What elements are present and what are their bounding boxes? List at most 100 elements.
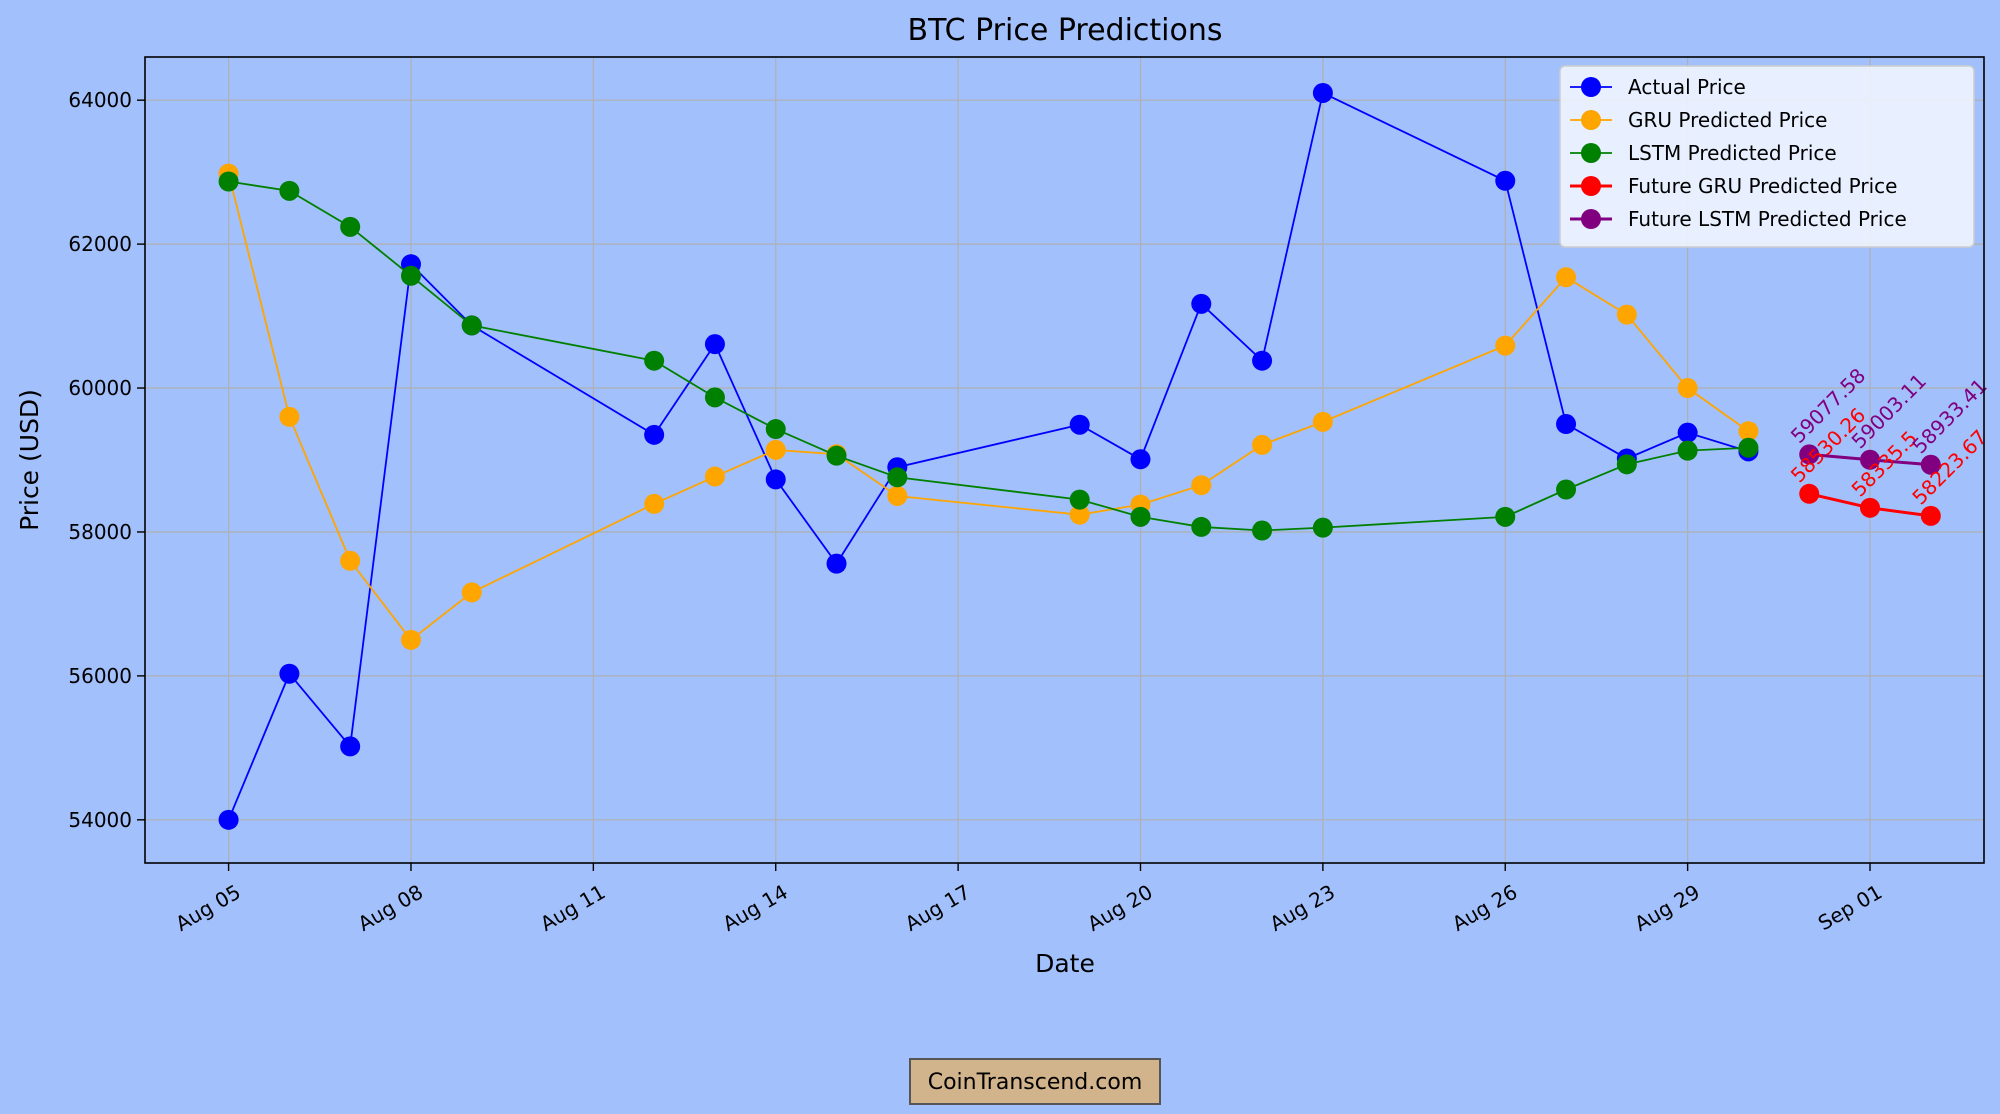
x-tick-label: Aug 26 bbox=[1448, 880, 1521, 936]
data-point bbox=[1191, 516, 1212, 537]
legend-entry: Future LSTM Predicted Price bbox=[1570, 207, 1907, 231]
watermark-text: CoinTranscend.com bbox=[928, 1070, 1143, 1095]
data-point bbox=[1069, 414, 1090, 435]
data-point bbox=[826, 445, 847, 466]
series-actual-price bbox=[218, 82, 1759, 830]
series-gru-predicted-price bbox=[218, 163, 1759, 650]
x-tick-label: Aug 17 bbox=[901, 880, 974, 936]
data-point bbox=[644, 350, 665, 371]
series-future-gru-predicted-price bbox=[1799, 483, 1941, 526]
legend-entry: LSTM Predicted Price bbox=[1570, 141, 1837, 165]
series-line bbox=[227, 91, 1749, 821]
data-point bbox=[1920, 454, 1941, 475]
data-point bbox=[1069, 489, 1090, 510]
plot-frame bbox=[144, 56, 1985, 864]
data-point bbox=[1312, 411, 1333, 432]
y-axis-label: Price (USD) bbox=[15, 389, 44, 531]
data-point bbox=[704, 387, 725, 408]
watermark-box bbox=[909, 1058, 1161, 1105]
data-point bbox=[765, 469, 786, 490]
data-point bbox=[218, 171, 239, 192]
data-point bbox=[1312, 517, 1333, 538]
data-point bbox=[1495, 506, 1516, 527]
x-tick-label: Aug 11 bbox=[536, 880, 609, 936]
data-point bbox=[1860, 497, 1881, 518]
data-point bbox=[1860, 449, 1881, 470]
data-point bbox=[644, 493, 665, 514]
data-point bbox=[765, 439, 786, 460]
data-point bbox=[1616, 304, 1637, 325]
series-layer bbox=[218, 82, 1941, 830]
data-point bbox=[644, 424, 665, 445]
data-point bbox=[340, 736, 361, 757]
y-tick-label: 62000 bbox=[68, 232, 132, 256]
data-point bbox=[1495, 170, 1516, 191]
legend-entry: GRU Predicted Price bbox=[1570, 108, 1827, 132]
y-tick-label: 64000 bbox=[68, 88, 132, 112]
data-point bbox=[765, 419, 786, 440]
legend-label: GRU Predicted Price bbox=[1628, 108, 1827, 132]
data-point bbox=[887, 485, 908, 506]
series-future-lstm-predicted-price bbox=[1799, 444, 1941, 475]
legend-label: Future LSTM Predicted Price bbox=[1628, 207, 1907, 231]
legend-box bbox=[1559, 65, 1975, 248]
data-point bbox=[1130, 506, 1151, 527]
data-point bbox=[279, 180, 300, 201]
series-line bbox=[228, 180, 1749, 532]
data-point bbox=[1252, 520, 1273, 541]
data-point bbox=[1191, 293, 1212, 314]
data-point bbox=[1677, 440, 1698, 461]
data-point bbox=[340, 216, 361, 237]
x-tick-label: Aug 20 bbox=[1083, 880, 1156, 936]
data-point bbox=[704, 334, 725, 355]
data-point bbox=[887, 467, 908, 488]
legend-label: Actual Price bbox=[1628, 75, 1746, 99]
data-point bbox=[704, 466, 725, 487]
x-tick-label: Aug 29 bbox=[1630, 880, 1703, 936]
legend-swatch-marker bbox=[1581, 143, 1601, 163]
series-lstm-predicted-price bbox=[218, 171, 1759, 541]
x-tick-label: Sep 01 bbox=[1814, 880, 1886, 936]
data-point bbox=[1738, 421, 1759, 442]
legend-swatch-marker bbox=[1581, 209, 1601, 229]
y-tick-label: 58000 bbox=[68, 520, 132, 544]
data-point bbox=[461, 315, 482, 336]
legend-label: Future GRU Predicted Price bbox=[1628, 174, 1897, 198]
data-point bbox=[279, 663, 300, 684]
data-point bbox=[218, 809, 239, 830]
data-point bbox=[1677, 378, 1698, 399]
legend-swatch-marker bbox=[1581, 110, 1601, 130]
legend-label: LSTM Predicted Price bbox=[1628, 141, 1837, 165]
data-point bbox=[1312, 82, 1333, 103]
data-point bbox=[1556, 267, 1577, 288]
y-tick-label: 54000 bbox=[68, 808, 132, 832]
x-tick-label: Aug 23 bbox=[1266, 880, 1339, 936]
y-tick-label: 56000 bbox=[68, 664, 132, 688]
data-point bbox=[1252, 350, 1273, 371]
data-point bbox=[1191, 475, 1212, 496]
data-point bbox=[1920, 505, 1941, 526]
x-tick-label: Aug 08 bbox=[354, 880, 427, 936]
data-point bbox=[1799, 444, 1820, 465]
data-point bbox=[1556, 479, 1577, 500]
data-point bbox=[1616, 454, 1637, 475]
legend-swatch-marker bbox=[1581, 176, 1601, 196]
x-tick-label: Aug 05 bbox=[171, 880, 244, 936]
series-line bbox=[227, 173, 1749, 642]
data-point bbox=[1069, 504, 1090, 525]
legend-entry: Actual Price bbox=[1570, 75, 1746, 99]
data-point bbox=[1495, 335, 1516, 356]
data-point bbox=[400, 265, 421, 286]
data-point bbox=[1556, 414, 1577, 435]
data-point bbox=[340, 550, 361, 571]
data-point bbox=[279, 406, 300, 427]
data-point bbox=[1130, 449, 1151, 470]
data-point bbox=[461, 582, 482, 603]
data-point bbox=[1677, 422, 1698, 443]
legend-entry: Future GRU Predicted Price bbox=[1570, 174, 1897, 198]
chart-title: BTC Price Predictions bbox=[907, 13, 1222, 48]
legend: Actual Price GRU Predicted Price LSTM Pred… bbox=[1559, 65, 1975, 248]
x-tick-label: Aug 14 bbox=[718, 880, 791, 936]
data-point bbox=[1799, 483, 1820, 504]
data-point bbox=[1738, 437, 1759, 458]
